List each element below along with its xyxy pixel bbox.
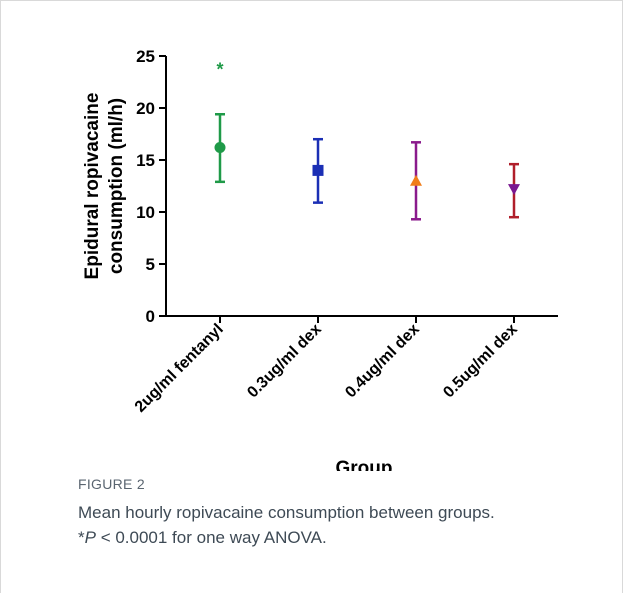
- figure-label: FIGURE 2: [78, 476, 145, 492]
- caption-line-2: *P < 0.0001 for one way ANOVA.: [78, 528, 327, 548]
- y-tick-label: 20: [136, 99, 155, 118]
- data-marks: *: [214, 59, 520, 221]
- error-bar-group: [410, 141, 422, 221]
- axes: [165, 56, 558, 317]
- x-tick-label: 0.3ug/ml dex: [244, 321, 325, 402]
- x-tick-labels: 2ug/ml fentanyl 0.3ug/ml dex 0.4ug/ml dex 0…: [132, 316, 521, 416]
- caption-p-italic: P: [84, 528, 96, 547]
- x-tick-label: 0.5ug/ml dex: [440, 321, 521, 402]
- y-tick-label: 0: [146, 307, 155, 326]
- axis-titles: Group Epidural ropivacaine consumption (ml…: [82, 93, 393, 471]
- y-tick-label: 25: [136, 47, 155, 66]
- mean-marker: [410, 174, 422, 186]
- significance-asterisk: *: [216, 59, 223, 79]
- y-axis-title-line-2: consumption (ml/h): [106, 98, 127, 274]
- mean-marker: [508, 184, 520, 196]
- caption-line-1: Mean hourly ropivacaine consumption betw…: [78, 503, 495, 522]
- y-tick-label: 15: [136, 151, 155, 170]
- caption-asterisk: *: [78, 528, 85, 547]
- mean-marker: [214, 142, 226, 154]
- x-tick-label: 2ug/ml fentanyl: [132, 321, 227, 416]
- caption-p-value: < 0.0001 for one way ANOVA.: [95, 528, 327, 547]
- mean-marker: [312, 164, 324, 176]
- x-tick-label: 0.4ug/ml dex: [342, 321, 423, 402]
- y-tick-label: 10: [136, 203, 155, 222]
- error-bar-group: [312, 137, 324, 204]
- y-tick-label: 5: [146, 255, 155, 274]
- y-axis-title-line-1: Epidural ropivacaine: [82, 93, 103, 280]
- x-axis-title: Group: [336, 458, 393, 471]
- error-bar-group: [214, 112, 226, 184]
- error-bar-group: [508, 162, 520, 219]
- y-ticks: 0 5 10 15 20 25: [136, 47, 166, 326]
